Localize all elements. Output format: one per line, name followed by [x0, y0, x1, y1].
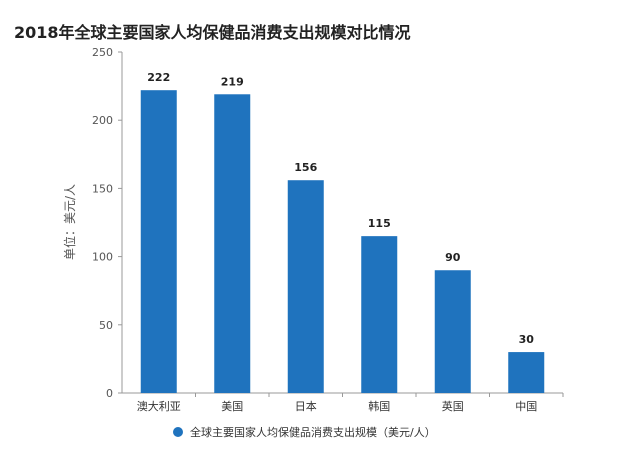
bar-value-label: 219: [221, 75, 244, 88]
y-axis-label: 单位：美元/人: [62, 184, 77, 260]
bar: [434, 270, 471, 393]
y-tick-label: 100: [92, 251, 113, 264]
bar: [508, 352, 545, 393]
legend-label: 全球主要国家人均保健品消费支出规模（美元/人）: [190, 425, 436, 439]
y-tick-label: 250: [92, 46, 113, 59]
y-tick-label: 0: [106, 387, 113, 400]
chart-title: 2018年全球主要国家人均保健品消费支出规模对比情况: [14, 23, 411, 42]
y-tick-label: 150: [92, 182, 113, 195]
legend: 全球主要国家人均保健品消费支出规模（美元/人）: [173, 425, 436, 439]
y-tick-label: 200: [92, 114, 113, 127]
bar: [214, 94, 251, 393]
x-tick-label: 英国: [442, 399, 464, 413]
bar-value-label: 90: [445, 251, 461, 264]
bar: [140, 90, 177, 393]
bar-value-label: 222: [147, 71, 170, 84]
x-tick-label: 韩国: [368, 399, 390, 413]
bar: [361, 236, 398, 393]
bar-value-label: 156: [294, 161, 317, 174]
bar-value-label: 115: [368, 217, 391, 230]
x-tick-label: 澳大利亚: [137, 399, 181, 413]
bar: [287, 180, 324, 393]
x-tick-label: 日本: [295, 399, 317, 413]
y-tick-label: 50: [99, 319, 113, 332]
bar-value-label: 30: [519, 333, 535, 346]
legend-marker: [173, 427, 183, 437]
x-tick-label: 美国: [221, 400, 243, 413]
x-tick-label: 中国: [515, 400, 537, 413]
